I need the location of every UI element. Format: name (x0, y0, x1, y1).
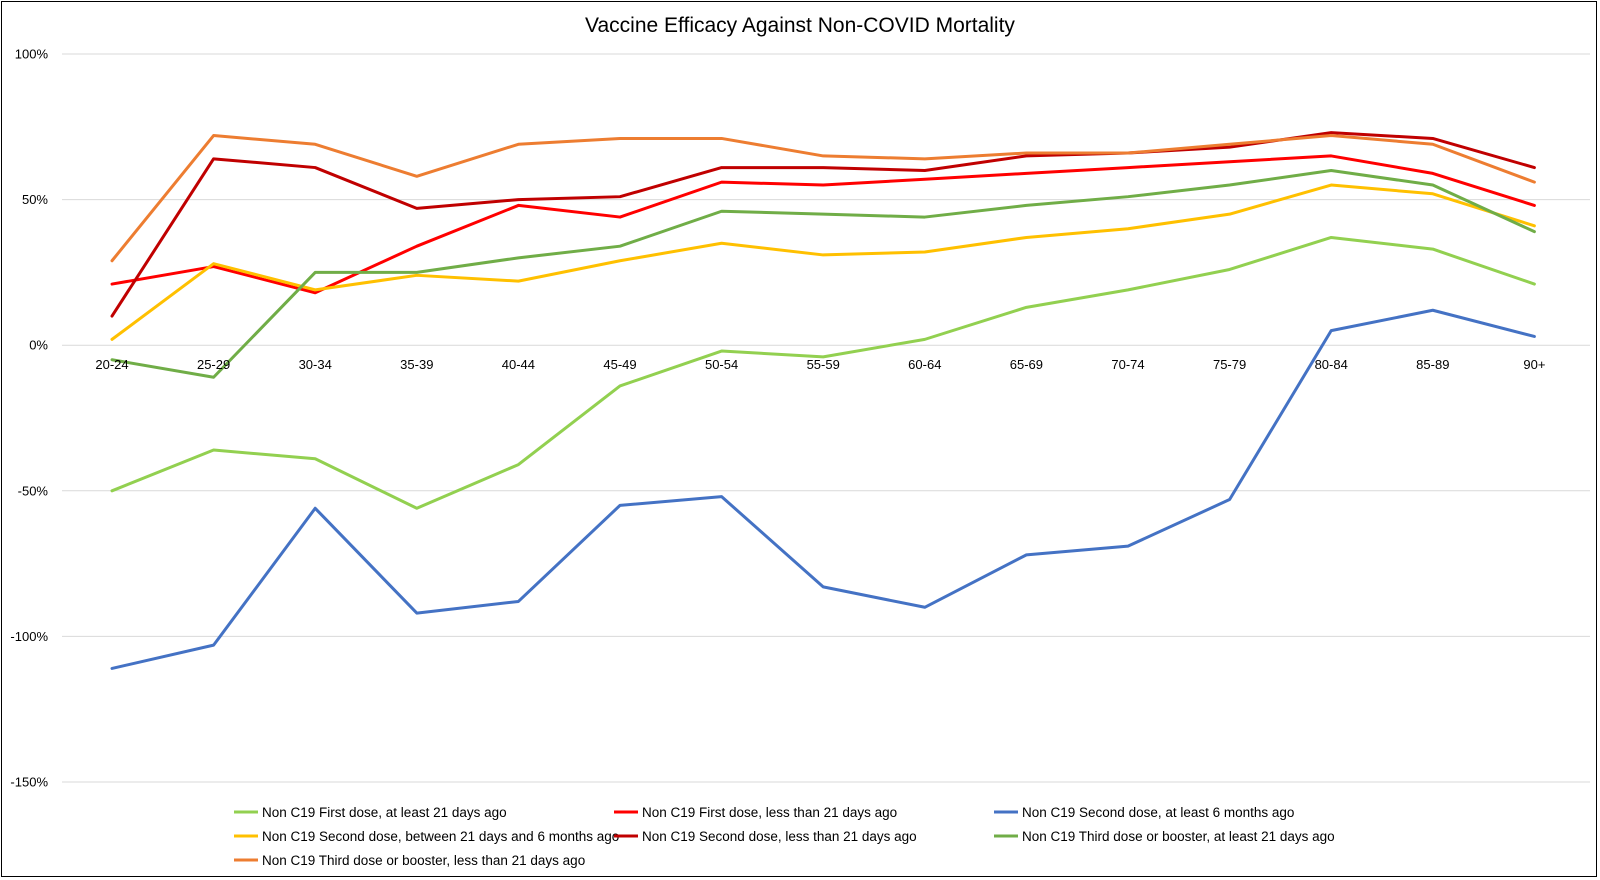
x-tick-label: 40-44 (502, 357, 535, 372)
x-tick-label: 90+ (1523, 357, 1545, 372)
legend-label: Non C19 Second dose, at least 6 months a… (1022, 805, 1294, 820)
chart-title: Vaccine Efficacy Against Non-COVID Morta… (585, 14, 1015, 37)
x-tick-label: 45-49 (603, 357, 636, 372)
y-tick-label: -50% (18, 483, 49, 498)
x-tick-label: 50-54 (705, 357, 738, 372)
y-tick-label: 0% (29, 338, 48, 353)
y-axis-ticks: 100% 50% 0% -50% -100% -150% (10, 47, 48, 790)
grid-layer (62, 53, 1590, 783)
legend-label: Non C19 First dose, less than 21 days ag… (642, 805, 897, 820)
series-line-2 (110, 154, 1536, 295)
legend-label: Non C19 Second dose, between 21 days and… (262, 829, 619, 844)
x-tick-label: 55-59 (807, 357, 840, 372)
x-tick-label: 25-29 (197, 357, 230, 372)
legend-label: Non C19 Third dose or booster, at least … (1022, 829, 1335, 844)
legend-label: Non C19 First dose, at least 21 days ago (262, 805, 507, 820)
x-tick-label: 60-64 (908, 357, 941, 372)
y-tick-label: -100% (10, 629, 48, 644)
legend-label: Non C19 Second dose, less than 21 days a… (642, 829, 917, 844)
y-tick-label: -150% (10, 775, 48, 790)
series-layer (110, 131, 1536, 670)
x-tick-label: 70-74 (1111, 357, 1144, 372)
series-line-7 (110, 134, 1536, 263)
x-tick-label: 30-34 (299, 357, 332, 372)
series-line-3 (110, 308, 1536, 670)
x-tick-label: 65-69 (1010, 357, 1043, 372)
x-tick-label: 35-39 (400, 357, 433, 372)
y-tick-label: 50% (22, 192, 48, 207)
x-tick-label: 75-79 (1213, 357, 1246, 372)
x-axis-ticks: 20-24 25-29 30-34 35-39 40-44 45-49 50-54 55-59… (95, 357, 1545, 372)
series-line-6 (110, 168, 1536, 379)
series-line-1 (110, 235, 1536, 510)
legend: Non C19 First dose, at least 21 days ago… (234, 805, 1335, 868)
x-tick-label: 85-89 (1416, 357, 1449, 372)
x-tick-label: 20-24 (95, 357, 128, 372)
y-tick-label: 100% (15, 47, 49, 62)
x-tick-label: 80-84 (1315, 357, 1348, 372)
series-line-4 (110, 183, 1536, 341)
legend-label: Non C19 Third dose or booster, less than… (262, 853, 585, 868)
